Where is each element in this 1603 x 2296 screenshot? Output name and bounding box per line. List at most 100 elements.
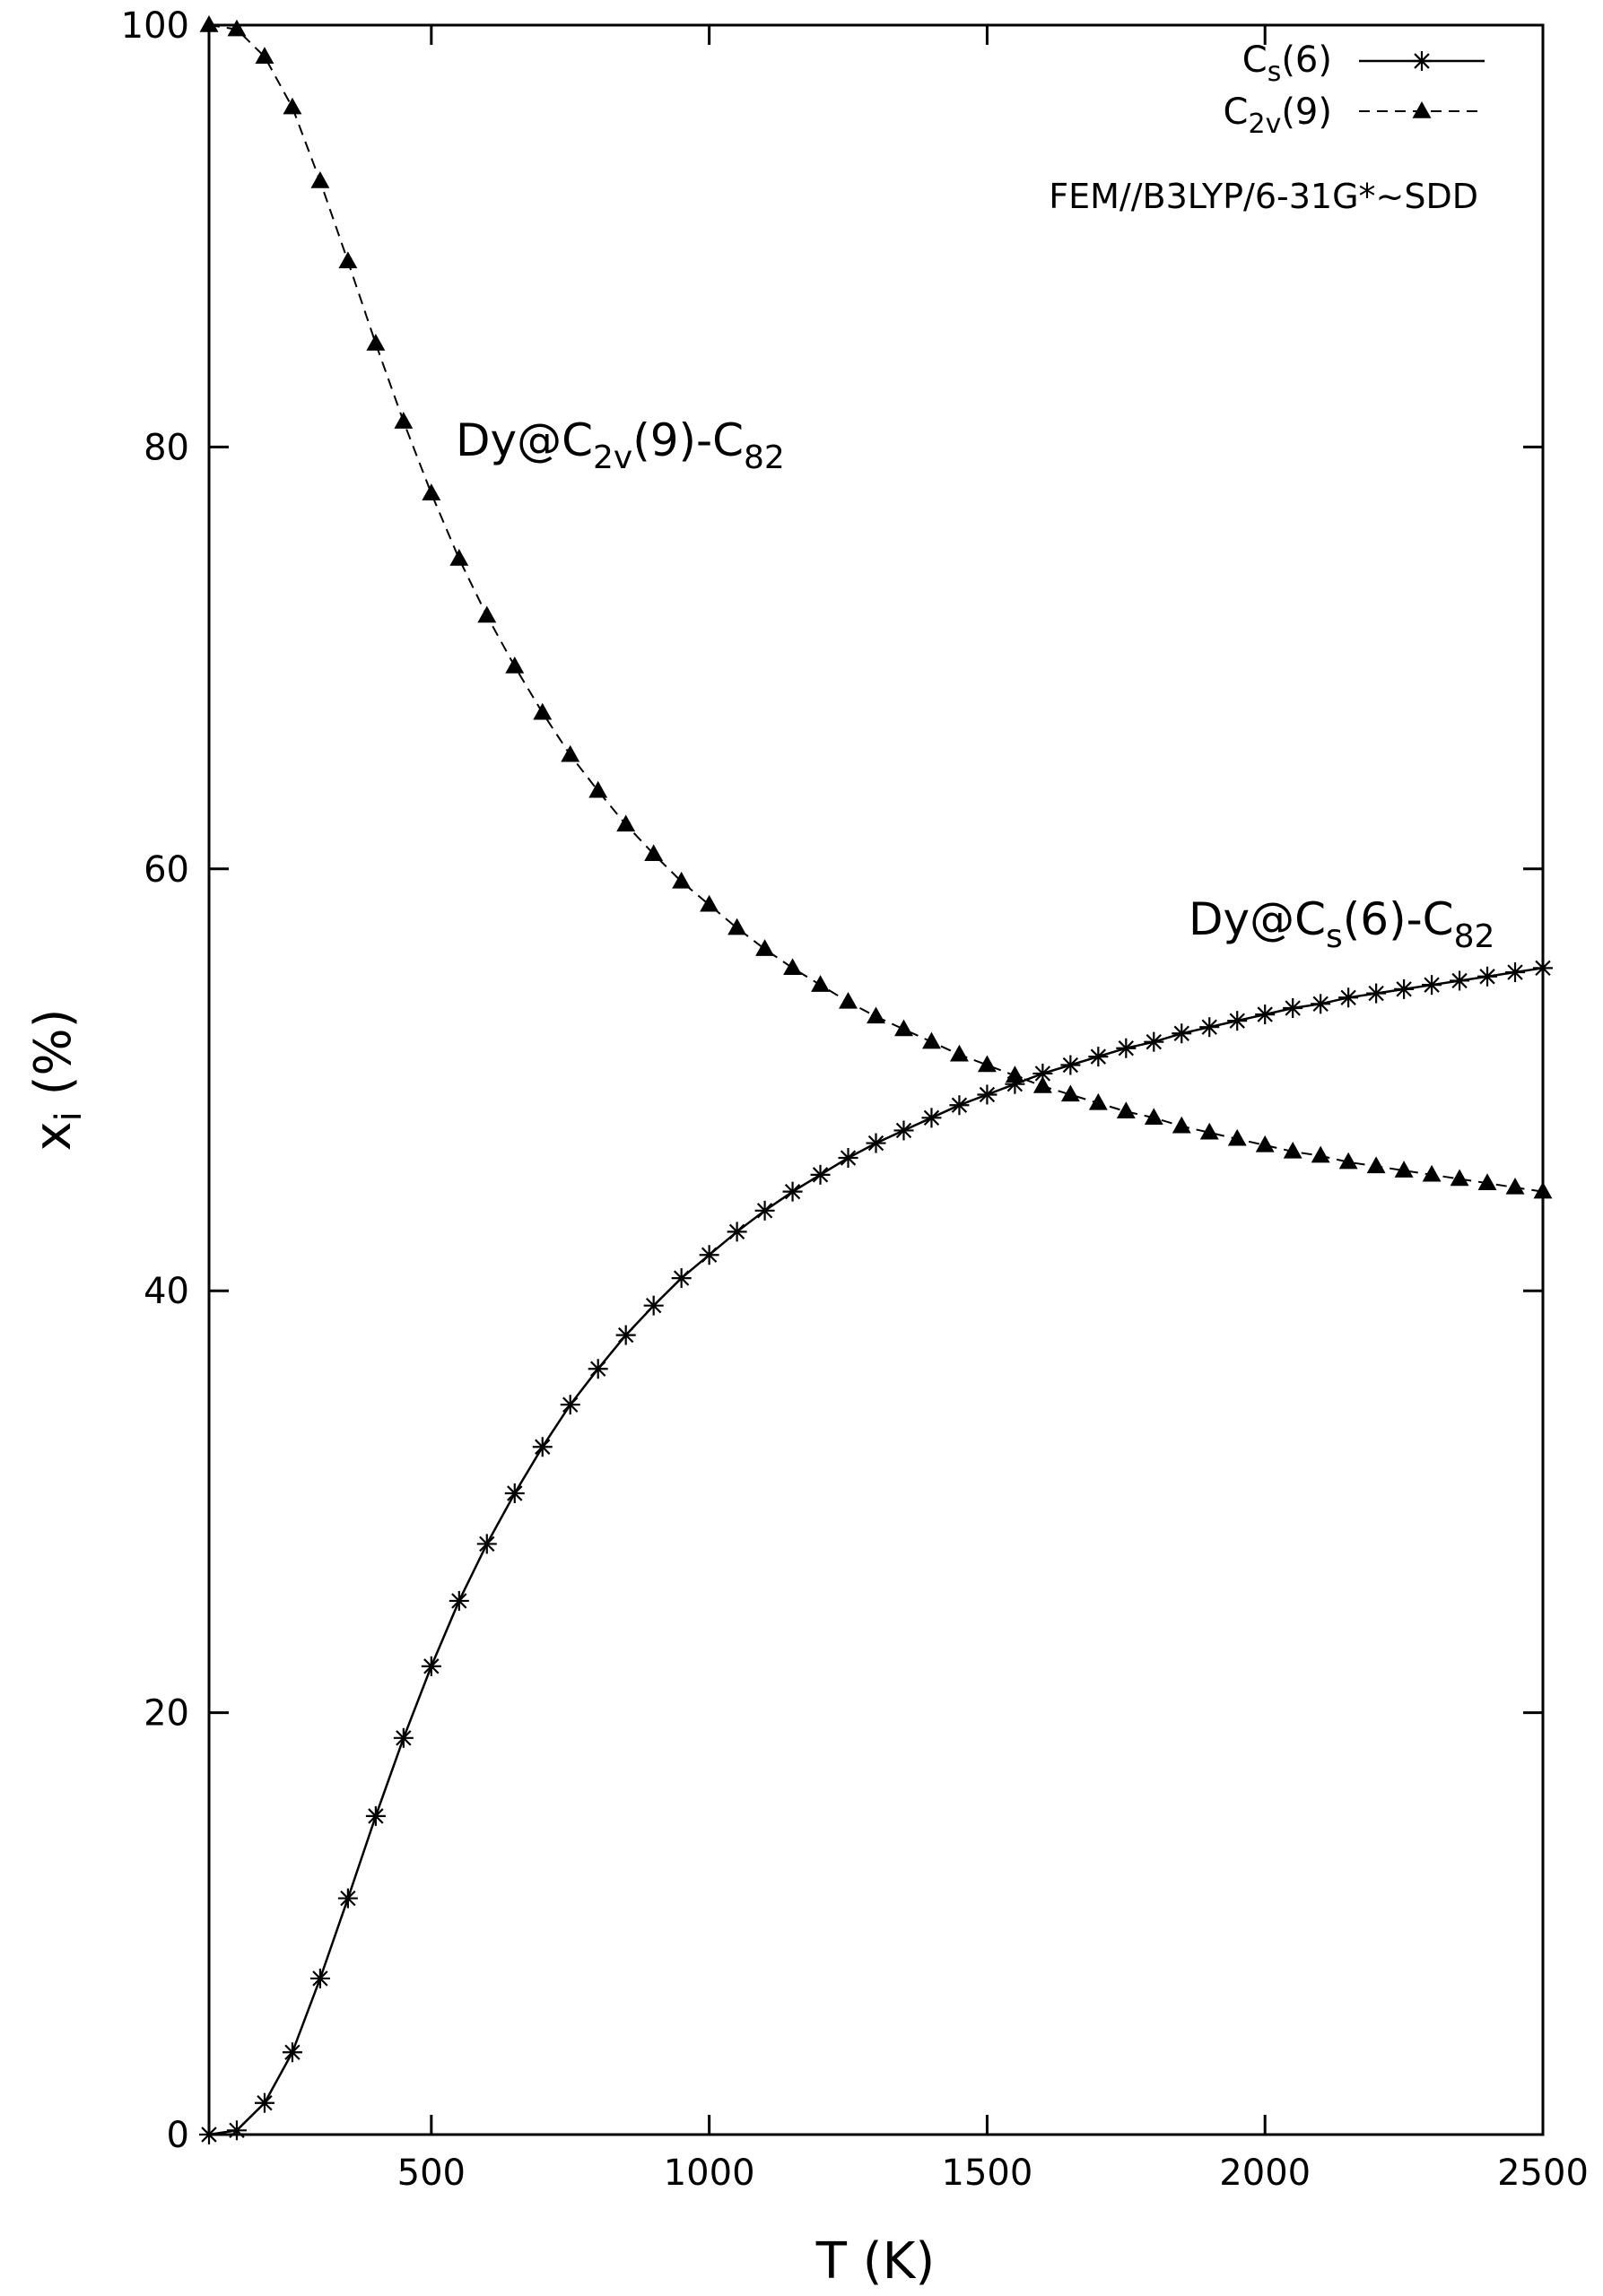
data-point (226, 2120, 247, 2141)
y-tick-label: 0 (167, 2115, 189, 2156)
data-point (505, 657, 525, 674)
data-point (1366, 983, 1387, 1004)
data-point (1060, 1055, 1081, 1075)
data-point (588, 1359, 608, 1379)
plot-frame (207, 23, 1545, 2136)
data-point (1394, 978, 1415, 999)
data-point (1311, 994, 1331, 1014)
x-tick-label: 1000 (664, 2152, 755, 2194)
data-point (977, 1084, 998, 1105)
data-point (1116, 1038, 1137, 1058)
y-tick-label: 60 (144, 849, 189, 891)
data-point (894, 1019, 913, 1037)
y-axis-label: xi (%) (24, 1009, 90, 1152)
series-layer (199, 15, 1553, 2144)
data-point (1172, 1116, 1191, 1134)
data-point (255, 47, 274, 64)
y-axis-label-main: x (24, 1121, 83, 1151)
y-axis-label-suffix: (%) (24, 1009, 83, 1112)
data-point (394, 412, 414, 429)
y-axis-title: xi (%) (24, 1009, 90, 1152)
data-point (672, 871, 692, 889)
data-point (1477, 966, 1498, 987)
data-point (1338, 987, 1359, 1008)
x-axis-title: T (K) (815, 2232, 935, 2291)
data-point (1060, 1084, 1080, 1102)
data-point (476, 1534, 497, 1554)
data-point (282, 2042, 302, 2063)
data-point (1255, 1135, 1275, 1152)
data-point (1505, 1177, 1525, 1195)
legend-marker-cs (1412, 51, 1432, 71)
legend-label-cs: Cs(6) (1242, 39, 1332, 88)
data-point (449, 1590, 469, 1611)
data-point (365, 1805, 386, 1826)
data-point (504, 1483, 525, 1503)
y-axis-ticks: 0 20 40 60 80 100 (121, 5, 1543, 2156)
data-point (893, 1120, 914, 1141)
data-point (616, 814, 636, 832)
x-axis-ticks: 500 1000 1500 2000 2500 (397, 25, 1589, 2194)
legend-entry-c2v: C2v(9) (1224, 91, 1485, 140)
x-tick-label: 1500 (942, 2152, 1033, 2194)
legend-marker-c2v (1412, 101, 1432, 118)
data-point (1116, 1101, 1136, 1118)
data-point (977, 1055, 997, 1073)
data-point (922, 1031, 941, 1049)
data-point (310, 171, 330, 188)
data-point (615, 1325, 636, 1345)
data-point (811, 975, 830, 992)
legend-entry-cs: Cs(6) (1242, 39, 1485, 88)
data-point (1450, 1169, 1469, 1187)
data-point (783, 958, 803, 976)
data-point (337, 1888, 358, 1909)
data-point (477, 605, 497, 623)
data-point (1199, 1017, 1220, 1038)
data-point (1394, 1161, 1414, 1178)
legend: Cs(6) C2v(9) (1224, 39, 1485, 140)
data-point (1227, 1128, 1247, 1146)
data-point (1283, 1141, 1302, 1159)
data-point (421, 1656, 441, 1676)
data-point (199, 2125, 219, 2144)
data-point (338, 251, 358, 269)
data-point (782, 1181, 803, 1202)
data-point (644, 844, 664, 862)
series-cs (199, 958, 1553, 2144)
data-point (1255, 1004, 1276, 1025)
data-point (727, 918, 747, 935)
data-point (199, 15, 219, 32)
annotation-c2v: Dy@C2v(9)-C82 (456, 414, 785, 476)
data-point (1172, 1023, 1192, 1044)
x-tick-label: 500 (397, 2152, 466, 2194)
data-point (699, 1245, 719, 1265)
data-point (1311, 1145, 1330, 1163)
data-point (283, 97, 302, 115)
y-tick-label: 80 (144, 427, 189, 468)
data-point (671, 1268, 692, 1289)
y-tick-label: 100 (121, 5, 189, 47)
data-point (532, 1437, 553, 1457)
data-point (1144, 1108, 1163, 1126)
x-tick-label: 2000 (1219, 2152, 1311, 2194)
data-point (1477, 1173, 1497, 1190)
legend-triangle-marker (1412, 101, 1432, 118)
data-point (1227, 1011, 1248, 1031)
x-axis-label: T (K) (815, 2232, 935, 2291)
y-axis-label-sub: i (48, 1111, 90, 1121)
annotation-cs: Dy@Cs(6)-C82 (1189, 893, 1494, 955)
data-point (755, 939, 775, 956)
data-point (449, 549, 469, 566)
data-point (254, 2092, 274, 2113)
data-point (1088, 1092, 1108, 1110)
data-point (1422, 1164, 1442, 1182)
data-point (227, 19, 247, 37)
data-point (1450, 970, 1470, 991)
y-tick-label: 40 (144, 1271, 189, 1312)
data-point (838, 1148, 858, 1169)
data-point (921, 1108, 942, 1128)
data-point (366, 334, 386, 351)
data-point (839, 991, 858, 1009)
data-point (949, 1095, 970, 1116)
data-point (1533, 1181, 1553, 1199)
